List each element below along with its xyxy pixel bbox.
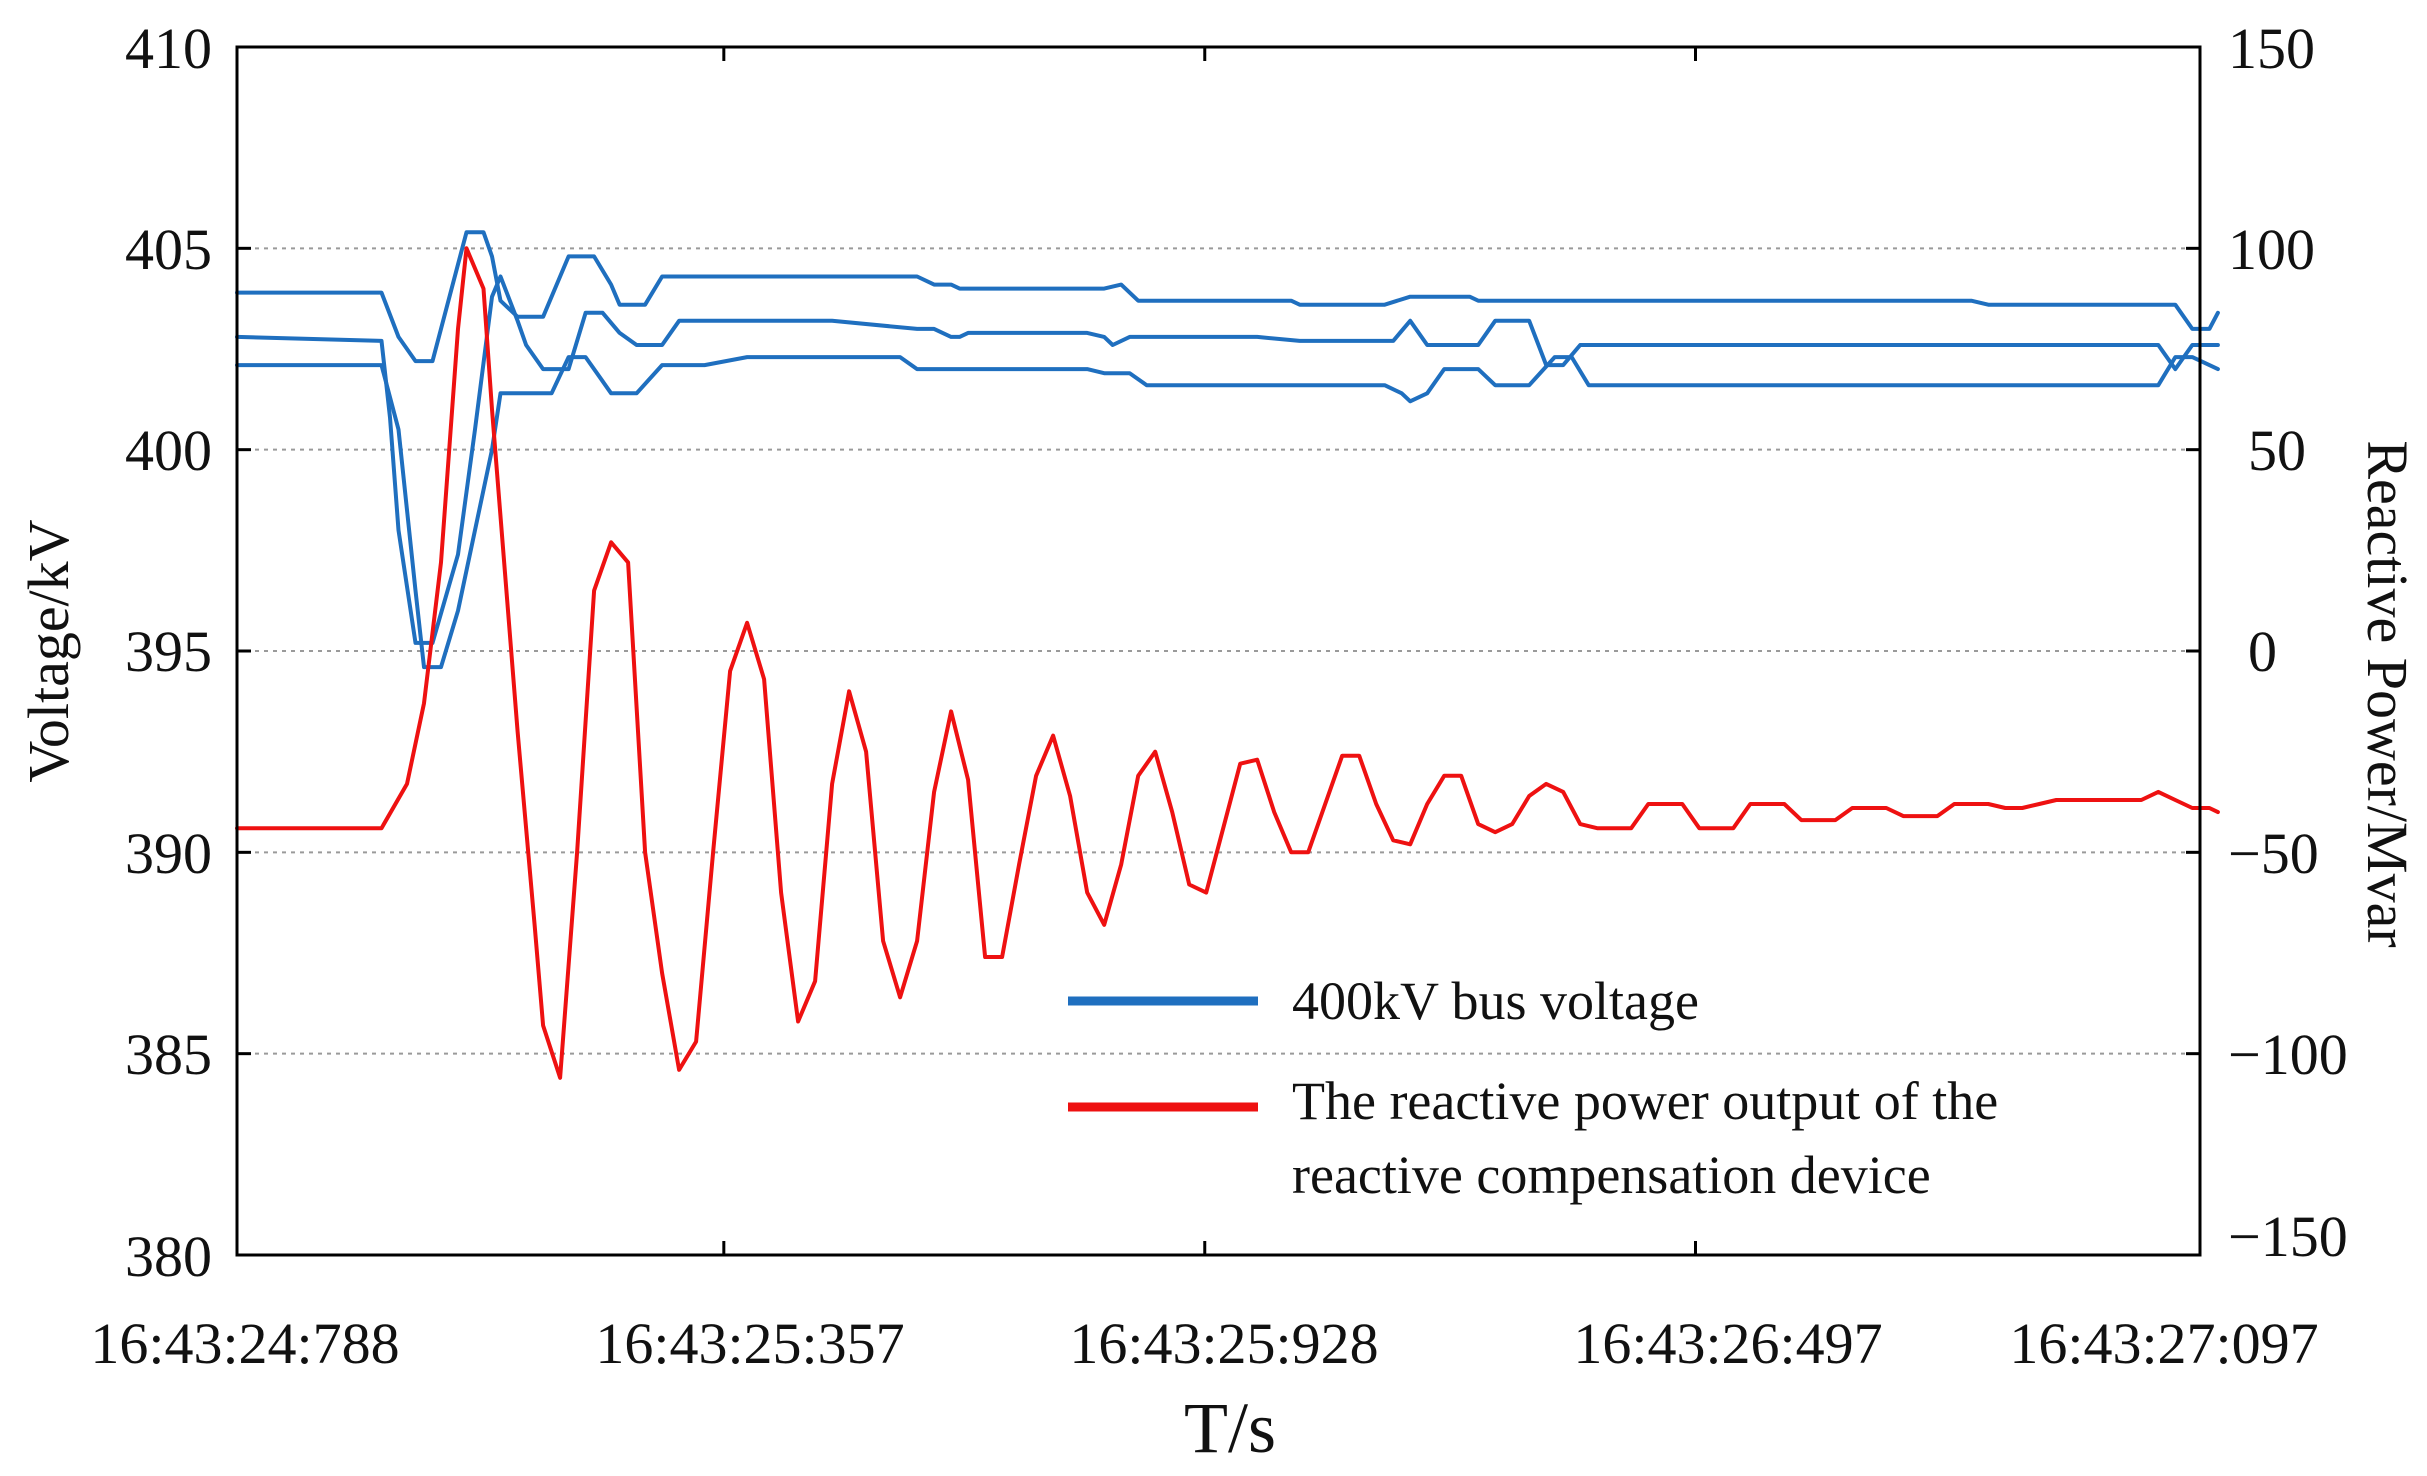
x-axis: 16:43:24:788 16:43:25:357 16:43:25:928 1… bbox=[90, 1311, 2318, 1376]
right-tick-label: 50 bbox=[2248, 418, 2306, 483]
x-tick-label: 16:43:27:097 bbox=[2009, 1311, 2318, 1376]
voltage-series-line-3 bbox=[235, 355, 2220, 670]
x-axis-title: T/s bbox=[1184, 1388, 1276, 1468]
left-tick-label: 410 bbox=[125, 16, 212, 81]
left-axis-title: Voltage/kV bbox=[16, 519, 81, 782]
left-tick-label: 390 bbox=[125, 821, 212, 886]
left-tick-label: 395 bbox=[125, 619, 212, 684]
right-tick-label: −150 bbox=[2228, 1204, 2348, 1269]
left-tick-label: 385 bbox=[125, 1022, 212, 1087]
left-tick-label: 400 bbox=[125, 418, 212, 483]
left-tick-label: 380 bbox=[125, 1224, 212, 1289]
x-tick-label: 16:43:24:788 bbox=[90, 1311, 399, 1376]
x-tick-label: 16:43:26:497 bbox=[1573, 1311, 1882, 1376]
series-lines bbox=[235, 230, 2220, 1080]
x-tick-label: 16:43:25:357 bbox=[595, 1311, 904, 1376]
left-y-axis: 380 385 390 395 400 405 410 bbox=[125, 16, 212, 1289]
right-axis-title: Reactive Power/Mvar bbox=[2355, 440, 2420, 947]
legend-label-reactive-power-line1: The reactive power output of the bbox=[1292, 1071, 1998, 1131]
right-tick-label: −100 bbox=[2228, 1022, 2348, 1087]
voltage-series-line-2 bbox=[235, 274, 2220, 645]
legend-label-voltage: 400kV bus voltage bbox=[1292, 971, 1699, 1031]
right-tick-label: 0 bbox=[2248, 619, 2277, 684]
axis-ticks bbox=[237, 45, 2200, 1257]
right-tick-label: −50 bbox=[2228, 821, 2319, 886]
legend: 400kV bus voltage The reactive power out… bbox=[1068, 971, 1998, 1205]
right-tick-label: 100 bbox=[2228, 217, 2315, 282]
left-tick-label: 405 bbox=[125, 217, 212, 282]
reactive-power-series-line bbox=[235, 246, 2220, 1080]
voltage-series-line-1 bbox=[235, 230, 2220, 364]
right-tick-label: 150 bbox=[2228, 16, 2315, 81]
right-y-axis: −150 −100 −50 0 50 100 150 bbox=[2228, 16, 2348, 1269]
x-tick-label: 16:43:25:928 bbox=[1069, 1311, 1378, 1376]
legend-label-reactive-power-line2: reactive compensation device bbox=[1292, 1145, 1931, 1205]
